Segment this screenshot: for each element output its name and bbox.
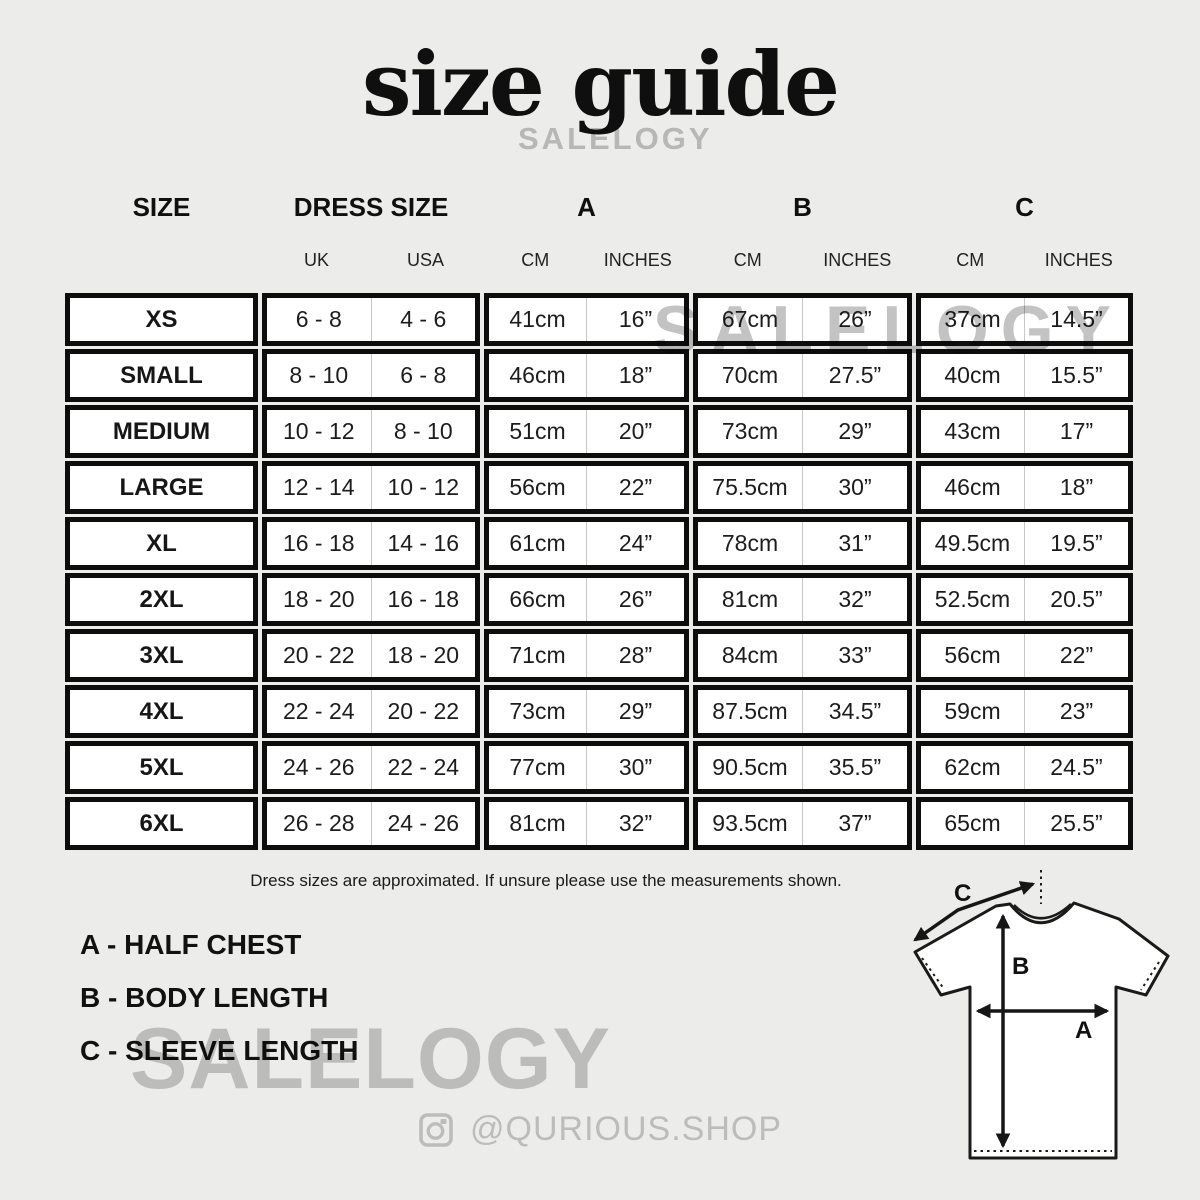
b-cell: 67cm 26”	[693, 293, 912, 346]
subheader-size-spacer	[65, 250, 258, 271]
b-cell: 90.5cm 35.5”	[693, 741, 912, 794]
column-header-c: C	[1015, 192, 1034, 222]
dress-size-cell: 20 - 22 18 - 20	[262, 629, 480, 682]
dress-size-cell: 22 - 24 20 - 22	[262, 685, 480, 738]
watermark-bottom: SALELOGY	[130, 1011, 612, 1107]
watermark-table: SALELOGY	[653, 292, 1124, 368]
subheader-b-inches: INCHES	[823, 250, 892, 270]
column-header-dress-size: DRESS SIZE	[293, 192, 449, 222]
subheader-usa: USA	[406, 250, 444, 270]
a-cell: 41cm 16”	[484, 293, 689, 346]
subheader-c-inches: INCHES	[1044, 250, 1113, 270]
dress-size-cell: 8 - 10 6 - 8	[262, 349, 480, 402]
table-row: 6XL	[65, 797, 258, 850]
c-cell: 52.5cm 20.5”	[916, 573, 1133, 626]
a-cell: 77cm 30”	[484, 741, 689, 794]
diagram-label-b: B	[1012, 953, 1029, 980]
a-cell: 73cm 29”	[484, 685, 689, 738]
instagram-handle: @QURIOUS.SHOP	[470, 1110, 782, 1148]
column-group-headers: SIZE DRESS SIZE A B C	[65, 192, 1135, 223]
dress-size-cell: 10 - 12 8 - 10	[262, 405, 480, 458]
table-row: XL	[65, 517, 258, 570]
a-cell: 51cm 20”	[484, 405, 689, 458]
b-cell: 70cm 27.5”	[693, 349, 912, 402]
column-header-size: SIZE	[132, 192, 191, 222]
b-cell: 78cm 31”	[693, 517, 912, 570]
legend-half-chest: A - HALF CHEST	[80, 929, 302, 960]
c-cell: 59cm 23”	[916, 685, 1133, 738]
table-row: SMALL	[65, 349, 258, 402]
column-header-b: B	[793, 192, 812, 222]
diagram-label-a: A	[1075, 1017, 1092, 1044]
table-row: 4XL	[65, 685, 258, 738]
a-cell: 71cm 28”	[484, 629, 689, 682]
c-cell: 49.5cm 19.5”	[916, 517, 1133, 570]
page-title: size guide	[361, 32, 840, 136]
table-row: 5XL	[65, 741, 258, 794]
c-cell: 56cm 22”	[916, 629, 1133, 682]
subheader-uk: UK	[303, 250, 329, 270]
table-row: 2XL	[65, 573, 258, 626]
diagram-label-c: C	[954, 880, 971, 907]
c-cell: 46cm 18”	[916, 461, 1133, 514]
tshirt-diagram: B A C	[913, 870, 1170, 1160]
right-sleeve-dotted-line	[1140, 961, 1160, 991]
dress-size-cell: 26 - 28 24 - 26	[262, 797, 480, 850]
c-cell: 37cm 14.5”	[916, 293, 1133, 346]
subheader-b-cm: CM	[733, 250, 762, 270]
disclaimer-text: Dress sizes are approximated. If unsure …	[250, 871, 842, 890]
b-cell: 75.5cm 30”	[693, 461, 912, 514]
table-row: XS	[65, 293, 258, 346]
b-cell: 93.5cm 37”	[693, 797, 912, 850]
dress-size-cell: 18 - 20 16 - 18	[262, 573, 480, 626]
dress-size-cell: 16 - 18 14 - 16	[262, 517, 480, 570]
arrow-c-sleeve-length	[913, 881, 1036, 942]
c-cell: 62cm 24.5”	[916, 741, 1133, 794]
a-cell: 46cm 18”	[484, 349, 689, 402]
legend-sleeve-length: C - SLEEVE LENGTH	[80, 1035, 359, 1066]
dress-size-cell: 24 - 26 22 - 24	[262, 741, 480, 794]
subheader-a-cm: CM	[521, 250, 550, 270]
b-cell: 84cm 33”	[693, 629, 912, 682]
c-cell: 65cm 25.5”	[916, 797, 1133, 850]
table-row: MEDIUM	[65, 405, 258, 458]
watermark-title: SALELOGY	[518, 121, 713, 156]
column-header-a: A	[577, 192, 596, 222]
dress-size-cell: 12 - 14 10 - 12	[262, 461, 480, 514]
a-cell: 81cm 32”	[484, 797, 689, 850]
subheader-a-inches: INCHES	[603, 250, 672, 270]
a-cell: 56cm 22”	[484, 461, 689, 514]
subheader-c-cm: CM	[956, 250, 985, 270]
a-cell: 61cm 24”	[484, 517, 689, 570]
c-cell: 43cm 17”	[916, 405, 1133, 458]
column-sub-headers: UK USA CM INCHES CM INCHES CM INCHES	[65, 250, 1135, 271]
b-cell: 73cm 29”	[693, 405, 912, 458]
footer: @QURIOUS.SHOP	[0, 1110, 1200, 1149]
a-cell: 66cm 26”	[484, 573, 689, 626]
table-row: 3XL	[65, 629, 258, 682]
b-cell: 87.5cm 34.5”	[693, 685, 912, 738]
b-cell: 81cm 32”	[693, 573, 912, 626]
c-cell: 40cm 15.5”	[916, 349, 1133, 402]
instagram-icon	[419, 1112, 453, 1147]
table-row: LARGE	[65, 461, 258, 514]
legend-body-length: B - BODY LENGTH	[80, 982, 329, 1013]
